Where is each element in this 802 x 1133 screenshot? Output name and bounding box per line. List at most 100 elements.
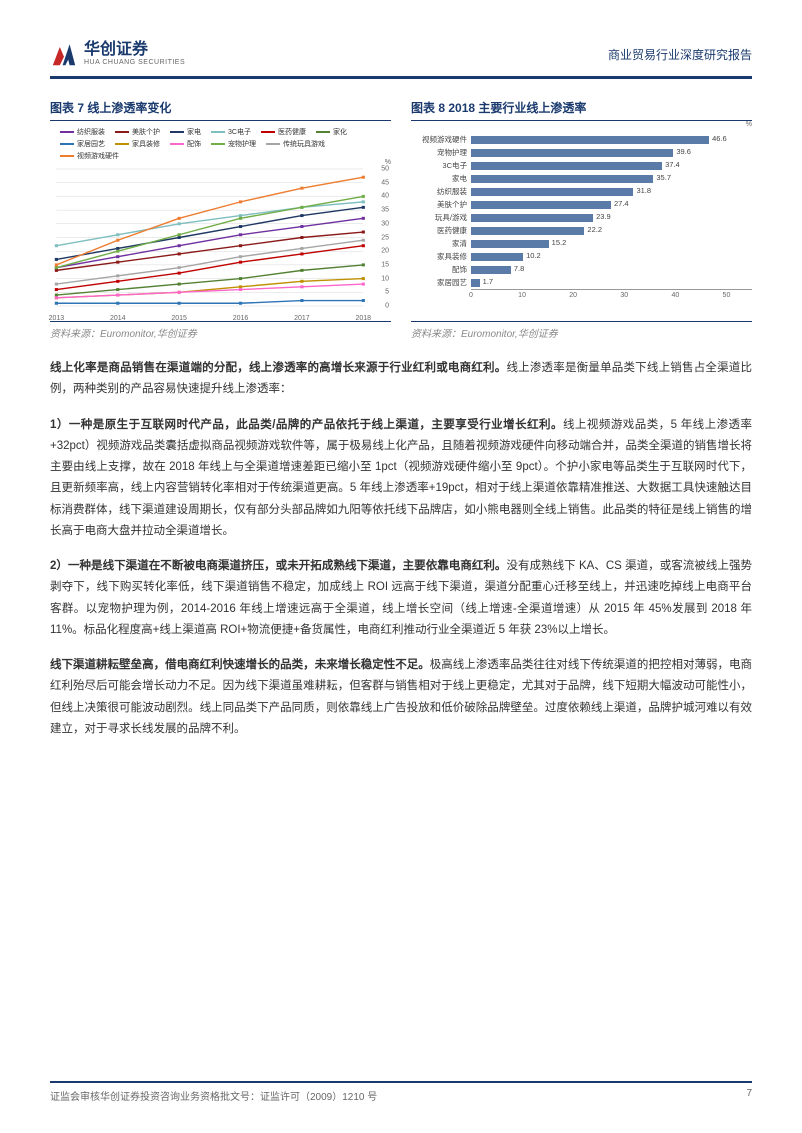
p1-bold: 线上化率是商品销售在渠道端的分配，线上渗透率的高增长来源于行业红利或电商红利。 <box>50 362 506 374</box>
bar-value-label: 7.8 <box>514 264 524 273</box>
bar-x-tick: 0 <box>469 292 473 299</box>
bar-row: 配饰 7.8 <box>411 263 752 276</box>
page-number: 7 <box>746 1088 752 1103</box>
bar-category-label: 玩具/游戏 <box>411 212 471 223</box>
chart-7-plot: % 05101520253035404550 20132014201520162… <box>50 165 391 320</box>
chart-7-legend: 纺织服装美肤个护家电3C电子医药健康家化家居园艺家具装修配饰宠物护理传统玩具游戏… <box>50 127 391 161</box>
bar-fill <box>471 214 593 222</box>
y-tick-label: 10 <box>381 275 389 282</box>
bar-row: 视频游戏硬件 46.6 <box>411 133 752 146</box>
bar-row: 宠物护理39.6 <box>411 146 752 159</box>
y-tick-label: 50 <box>381 166 389 173</box>
page-header: 华创证券 HUA CHUANG SECURITIES 商业贸易行业深度研究报告 <box>50 40 752 79</box>
bar-value-label: 15.2 <box>552 238 567 247</box>
bar-category-label: 家居园艺 <box>411 277 471 288</box>
bar-x-tick: 10 <box>518 292 526 299</box>
p2-bold: 1）一种是原生于互联网时代产品，此品类/品牌的产品依托于线上渠道，主要享受行业增… <box>50 419 563 431</box>
legend-item: 美肤个护 <box>115 127 160 137</box>
bar-fill <box>471 175 653 183</box>
y-tick-label: 45 <box>381 179 389 186</box>
y-tick-label: 15 <box>381 261 389 268</box>
bar-row: 家电 35.7 <box>411 172 752 185</box>
bar-category-label: 视频游戏硬件 <box>411 134 471 145</box>
logo-name-en: HUA CHUANG SECURITIES <box>84 59 185 67</box>
chart-7: 图表 7 线上渗透率变化 纺织服装美肤个护家电3C电子医药健康家化家居园艺家具装… <box>50 99 391 340</box>
bar-value-label: 22.2 <box>587 225 602 234</box>
bar-value-label: 23.9 <box>596 212 611 221</box>
bar-row: 家居园艺 1.7 <box>411 276 752 289</box>
legend-item: 纺织服装 <box>60 127 105 137</box>
bar-category-label: 配饰 <box>411 264 471 275</box>
document-type: 商业贸易行业深度研究报告 <box>608 46 752 63</box>
bar-category-label: 家清 <box>411 238 471 249</box>
y-tick-label: 20 <box>381 248 389 255</box>
legend-item: 医药健康 <box>261 127 306 137</box>
logo-name-cn: 华创证券 <box>84 41 185 59</box>
chart-7-title: 图表 7 线上渗透率变化 <box>50 99 391 121</box>
p2-rest: 线上视频游戏品类，5 年线上渗透率+32pct）视频游戏品类囊括虚拟商品视频游戏… <box>50 419 752 537</box>
bar-category-label: 家电 <box>411 173 471 184</box>
x-tick-label: 2017 <box>294 315 310 322</box>
bar-value-label: 27.4 <box>614 199 629 208</box>
bar-row: 医药健康 22.2 <box>411 224 752 237</box>
p4-bold: 线下渠道耕耘壁垒高，借电商红利快速增长的品类，未来增长稳定性不足。 <box>50 659 430 671</box>
bar-category-label: 3C电子 <box>411 160 471 171</box>
bar-row: 家清 15.2 <box>411 237 752 250</box>
y-tick-label: 40 <box>381 193 389 200</box>
legend-item: 家具装修 <box>115 139 160 149</box>
paragraph-3: 2）一种是线下渠道在不断被电商渠道挤压，或未开拓成熟线下渠道，主要依靠电商红利。… <box>50 556 752 641</box>
bar-category-label: 家具装修 <box>411 251 471 262</box>
bar-row: 美肤个护 27.4 <box>411 198 752 211</box>
bar-value-label: 37.4 <box>665 160 680 169</box>
chart-8-source: 资料来源：Euromonitor,华创证券 <box>411 321 752 340</box>
paragraph-1: 线上化率是商品销售在渠道端的分配，线上渗透率的高增长来源于行业红利或电商红利。线… <box>50 358 752 401</box>
bar-fill <box>471 188 633 196</box>
body-text: 线上化率是商品销售在渠道端的分配，线上渗透率的高增长来源于行业红利或电商红利。线… <box>50 358 752 740</box>
p3-bold: 2）一种是线下渠道在不断被电商渠道挤压，或未开拓成熟线下渠道，主要依靠电商红利。 <box>50 560 506 572</box>
bar-fill <box>471 201 611 209</box>
chart-7-source: 资料来源：Euromonitor,华创证券 <box>50 321 391 340</box>
y-tick-label: 35 <box>381 207 389 214</box>
legend-item: 宠物护理 <box>211 139 256 149</box>
bar-value-label: 31.8 <box>636 186 651 195</box>
bar-category-label: 医药健康 <box>411 225 471 236</box>
y-tick-label: 5 <box>385 289 389 296</box>
bar-x-tick: 50 <box>723 292 731 299</box>
bar-fill <box>471 279 480 287</box>
bar-fill <box>471 240 549 248</box>
legend-item: 传统玩具游戏 <box>266 139 325 149</box>
legend-item: 视频游戏硬件 <box>60 151 119 161</box>
bar-category-label: 宠物护理 <box>411 147 471 158</box>
x-tick-label: 2016 <box>233 315 249 322</box>
bar-value-label: 46.6 <box>712 134 727 143</box>
bar-fill <box>471 136 709 144</box>
bar-row: 3C电子 37.4 <box>411 159 752 172</box>
bar-x-tick: 30 <box>620 292 628 299</box>
bar-fill <box>471 227 584 235</box>
bar-x-tick: 40 <box>671 292 679 299</box>
x-tick-label: 2018 <box>355 315 371 322</box>
y-tick-label: 0 <box>385 303 389 310</box>
chart-8-x-unit: % <box>746 121 752 128</box>
chart-8-plot: % 视频游戏硬件46.6宠物护理39.63C电子37.4家电35.7纺织服装31… <box>411 127 752 302</box>
legend-item: 配饰 <box>170 139 201 149</box>
x-tick-label: 2013 <box>49 315 65 322</box>
legend-item: 家居园艺 <box>60 139 105 149</box>
bar-fill <box>471 149 673 157</box>
bar-fill <box>471 162 662 170</box>
legend-item: 3C电子 <box>211 127 251 137</box>
bar-x-tick: 20 <box>569 292 577 299</box>
x-tick-label: 2014 <box>110 315 126 322</box>
bar-category-label: 纺织服装 <box>411 186 471 197</box>
bar-category-label: 美肤个护 <box>411 199 471 210</box>
bar-value-label: 35.7 <box>656 173 671 182</box>
chart-8: 图表 8 2018 主要行业线上渗透率 % 视频游戏硬件 46.6 宠物护理39.6… <box>411 99 752 340</box>
bar-value-label: 1.7 <box>483 277 493 286</box>
bar-fill <box>471 253 523 261</box>
y-tick-label: 25 <box>381 234 389 241</box>
charts-row: 图表 7 线上渗透率变化 纺织服装美肤个护家电3C电子医药健康家化家居园艺家具装… <box>50 99 752 340</box>
legend-item: 家电 <box>170 127 201 137</box>
bar-value-label: 10.2 <box>526 251 541 260</box>
footer-disclaimer: 证监会审核华创证券投资咨询业务资格批文号：证监许可（2009）1210 号 <box>50 1088 377 1103</box>
chart-8-title: 图表 8 2018 主要行业线上渗透率 <box>411 99 752 121</box>
